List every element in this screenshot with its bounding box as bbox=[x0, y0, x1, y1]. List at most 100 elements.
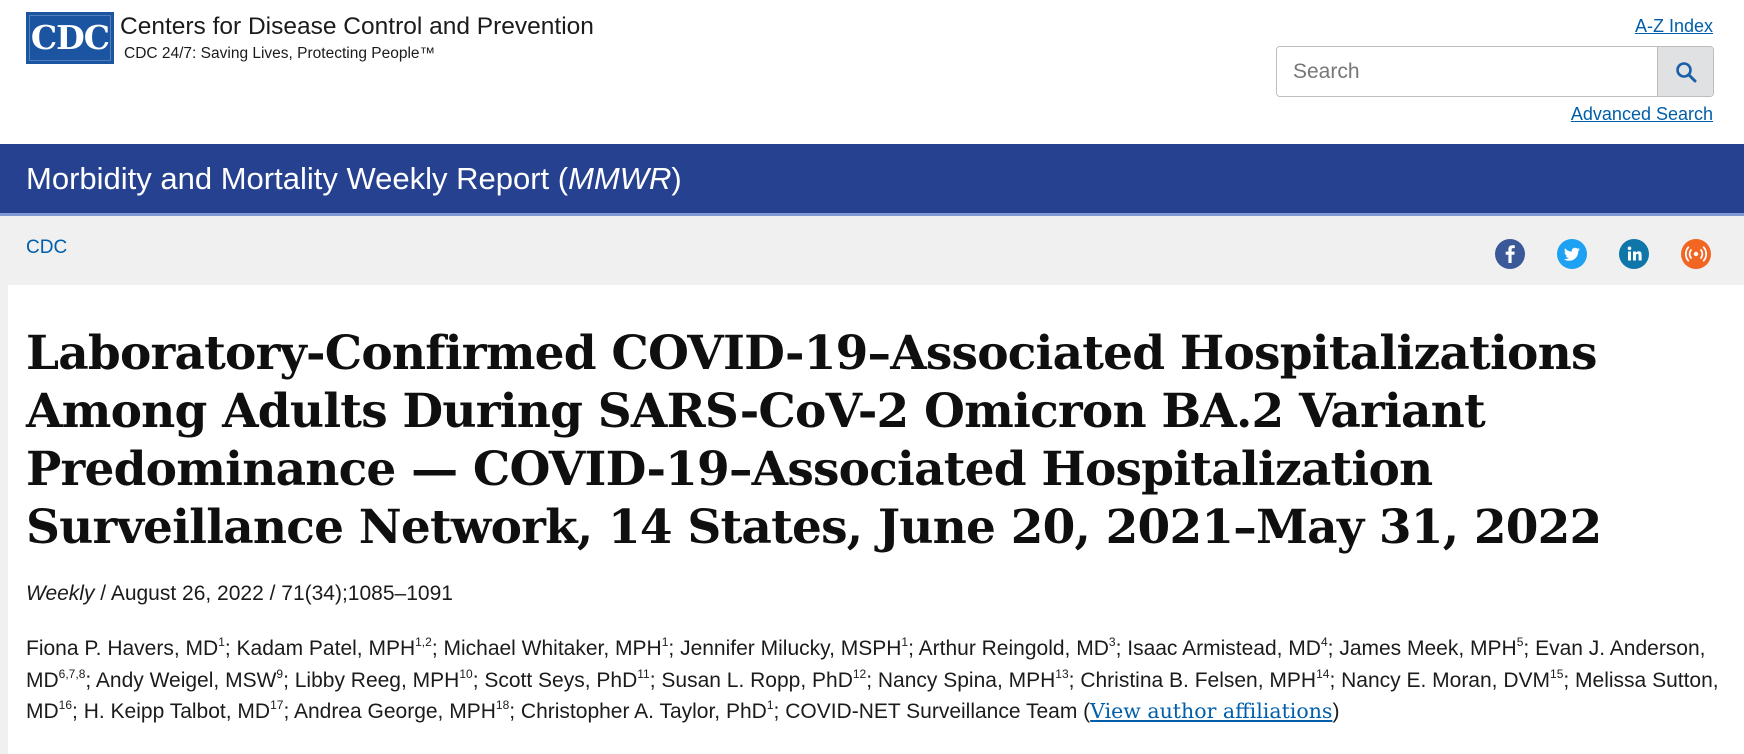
author-entry: Scott Seys, PhD11; bbox=[484, 668, 662, 692]
author-affiliation-number: 10 bbox=[459, 666, 473, 681]
facebook-share-button[interactable] bbox=[1495, 239, 1525, 269]
mmwr-banner-title[interactable]: Morbidity and Mortality Weekly Report (M… bbox=[26, 161, 682, 197]
author-entry: James Meek, MPH5; bbox=[1339, 636, 1535, 660]
author-affiliation-number: 3 bbox=[1108, 635, 1116, 649]
advanced-search-link[interactable]: Advanced Search bbox=[1570, 104, 1713, 124]
author-separator: ; bbox=[283, 668, 295, 692]
author-separator: ; bbox=[908, 637, 919, 660]
author-name: James Meek, MPH bbox=[1339, 637, 1517, 660]
author-entry: Arthur Reingold, MD3; bbox=[918, 635, 1128, 660]
author-affiliation-number: 9 bbox=[276, 666, 284, 681]
author-entry: Isaac Armistead, MD4; bbox=[1127, 635, 1340, 660]
syndication-share-button[interactable] bbox=[1681, 239, 1711, 269]
author-separator: ; bbox=[1327, 637, 1340, 660]
az-index-link[interactable]: A-Z Index bbox=[1634, 16, 1713, 36]
author-name: Christina B. Felsen, MPH bbox=[1080, 668, 1317, 692]
author-separator: ; bbox=[431, 637, 444, 660]
author-name: Nancy Spina, MPH bbox=[877, 668, 1056, 692]
author-list: Fiona P. Havers, MD1; Kadam Patel, MPH1,… bbox=[26, 633, 1726, 728]
mmwr-title-abbrev: MMWR bbox=[568, 161, 672, 196]
author-name: Michael Whitaker, MPH bbox=[443, 637, 662, 660]
author-entry: Fiona P. Havers, MD1; bbox=[26, 635, 237, 660]
team-name: COVID-NET Surveillance Team ( bbox=[785, 700, 1091, 723]
author-affiliation-number: 17 bbox=[270, 698, 284, 712]
author-name: Arthur Reingold, MD bbox=[918, 637, 1109, 660]
site-header: CDC Centers for Disease Control and Prev… bbox=[0, 0, 1744, 144]
author-separator: ; bbox=[1115, 637, 1128, 660]
author-entry: Michael Whitaker, MPH1; bbox=[443, 636, 681, 660]
org-name[interactable]: Centers for Disease Control and Preventi… bbox=[120, 13, 594, 40]
author-name: Isaac Armistead, MD bbox=[1127, 637, 1321, 660]
author-entry: Melissa Sutton, MD16; bbox=[26, 669, 1719, 724]
breadcrumb-cdc[interactable]: CDC bbox=[26, 237, 68, 258]
author-entry: Christopher A. Taylor, PhD1; bbox=[520, 698, 786, 723]
author-entry: Andrea George, MPH18; bbox=[293, 698, 521, 723]
author-entry: Libby Reeg, MPH10; bbox=[294, 666, 485, 692]
author-entry: Susan L. Ropp, PhD12; bbox=[661, 666, 878, 692]
search-icon bbox=[1675, 61, 1696, 82]
author-affiliation-number: 13 bbox=[1055, 666, 1069, 681]
author-affiliation-number: 1 bbox=[218, 635, 225, 649]
author-affiliation-number: 15 bbox=[1550, 666, 1564, 681]
author-affiliation-number: 1,2 bbox=[415, 635, 432, 649]
author-affiliation-number: 18 bbox=[495, 698, 510, 712]
author-affiliation-number: 4 bbox=[1320, 635, 1328, 649]
author-separator: ; bbox=[224, 637, 237, 660]
article-date-volume: / August 26, 2022 / 71(34);1085–1091 bbox=[94, 582, 453, 605]
author-entry: Evan J. Anderson, MD6,7,8; bbox=[26, 637, 1706, 692]
article-series: Weekly bbox=[26, 582, 95, 605]
author-affiliation-number: 1 bbox=[901, 635, 909, 649]
author-name: Nancy E. Moran, DVM bbox=[1341, 668, 1551, 692]
search-box bbox=[1276, 46, 1714, 97]
author-separator: ; bbox=[85, 668, 96, 692]
author-entry: Jennifer Milucky, MSPH1; bbox=[680, 635, 919, 660]
mmwr-title-prefix: Morbidity and Mortality Weekly Report ( bbox=[26, 161, 569, 196]
cdc-logo-text: CDC bbox=[30, 18, 110, 57]
author-affiliation-number: 6,7,8 bbox=[58, 666, 86, 681]
twitter-share-button[interactable] bbox=[1557, 239, 1587, 269]
facebook-icon bbox=[1505, 245, 1515, 263]
author-entry: Andy Weigel, MSW9; bbox=[95, 666, 295, 692]
mmwr-title-suffix: ) bbox=[671, 161, 682, 196]
author-separator: ; bbox=[472, 668, 485, 692]
article-title: Laboratory-Confirmed COVID-19–Associated… bbox=[26, 326, 1602, 555]
article-meta: Weekly / August 26, 2022 / 71(34);1085–1… bbox=[26, 582, 453, 606]
author-entry: Nancy Spina, MPH13; bbox=[877, 666, 1081, 692]
author-name: Christopher A. Taylor, PhD bbox=[520, 700, 767, 723]
cdc-logo[interactable]: CDC bbox=[26, 12, 114, 64]
syndication-icon bbox=[1684, 246, 1708, 262]
mmwr-banner: Morbidity and Mortality Weekly Report (M… bbox=[0, 144, 1744, 216]
author-affiliation-number: 1 bbox=[766, 698, 774, 712]
author-name: Andy Weigel, MSW bbox=[95, 668, 277, 692]
search-input[interactable] bbox=[1277, 47, 1657, 96]
article-card: Laboratory-Confirmed COVID-19–Associated… bbox=[8, 285, 1744, 754]
author-separator: ; bbox=[1563, 668, 1576, 692]
author-separator: ; bbox=[773, 700, 786, 723]
view-affiliations-link[interactable]: View author affiliations bbox=[1090, 699, 1333, 723]
author-entry: Nancy E. Moran, DVM15; bbox=[1341, 666, 1576, 692]
author-name: Kadam Patel, MPH bbox=[236, 637, 416, 660]
org-tagline: CDC 24/7: Saving Lives, Protecting Peopl… bbox=[124, 45, 436, 62]
author-separator: ; bbox=[283, 700, 294, 723]
search-button[interactable] bbox=[1657, 47, 1713, 96]
author-separator: ; bbox=[866, 668, 878, 692]
twitter-icon bbox=[1563, 247, 1580, 261]
author-entry: H. Keipp Talbot, MD17; bbox=[84, 698, 294, 723]
author-affiliation-number: 16 bbox=[58, 698, 73, 712]
author-name: Libby Reeg, MPH bbox=[294, 668, 460, 692]
author-entry: Kadam Patel, MPH1,2; bbox=[236, 635, 444, 660]
author-name: Susan L. Ropp, PhD bbox=[661, 668, 853, 692]
author-separator: ; bbox=[72, 700, 84, 723]
linkedin-share-button[interactable] bbox=[1619, 239, 1649, 269]
author-name: Melissa Sutton, MD bbox=[26, 668, 1719, 724]
author-name: Jennifer Milucky, MSPH bbox=[680, 637, 902, 660]
author-separator: ; bbox=[668, 637, 681, 660]
breadcrumb-bar: CDC bbox=[0, 219, 1744, 285]
author-name: Andrea George, MPH bbox=[293, 700, 496, 723]
team-close: ) bbox=[1332, 700, 1340, 723]
author-affiliation-number: 12 bbox=[852, 666, 867, 681]
author-separator: ; bbox=[1068, 668, 1081, 692]
author-separator: ; bbox=[649, 668, 662, 692]
author-separator: ; bbox=[1329, 668, 1342, 692]
author-entry: Christina B. Felsen, MPH14; bbox=[1080, 668, 1342, 692]
